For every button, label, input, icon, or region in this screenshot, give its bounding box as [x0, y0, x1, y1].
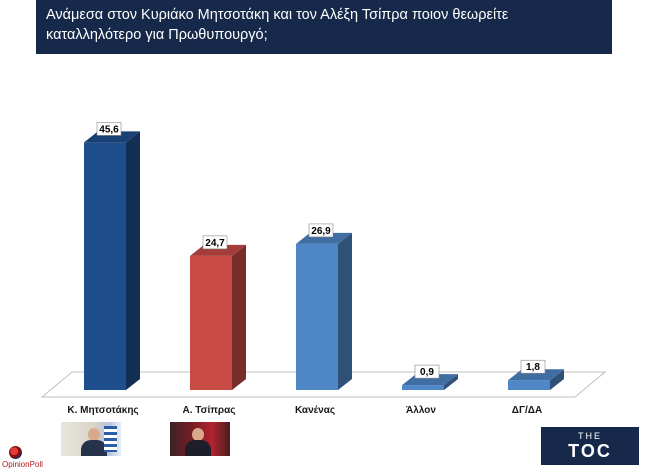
bar-side	[338, 232, 352, 390]
toc-logo: THE TOC	[541, 427, 639, 465]
bars-group: 45,6 24,7 26,9 0,9 1,8	[84, 122, 564, 390]
opinionpoll-logo: OpinionPoll	[2, 446, 62, 470]
data-label-5: 1,8	[520, 359, 546, 374]
bar-side	[126, 131, 140, 390]
data-label-text: 0,9	[420, 367, 434, 378]
data-label-2: 24,7	[202, 235, 228, 250]
data-label-text: 24,7	[205, 238, 225, 249]
bar-front	[296, 243, 338, 390]
category-label-2: Α. Τσίπρας	[183, 405, 236, 416]
bar-front	[402, 385, 444, 390]
category-label-5: ΔΓ/ΔΑ	[512, 405, 542, 416]
toc-logo-main: TOC	[568, 441, 612, 461]
toc-logo-the: THE	[578, 431, 602, 441]
photo-mitsotakis	[61, 422, 121, 456]
bar-1	[84, 131, 140, 390]
bar-3	[296, 232, 352, 390]
data-label-text: 1,8	[526, 362, 540, 373]
bar-side	[232, 244, 246, 390]
data-label-box	[520, 359, 546, 374]
bar-2	[190, 244, 246, 390]
data-label-text: 45,6	[99, 124, 119, 135]
data-label-4: 0,9	[414, 364, 440, 379]
data-label-box	[414, 364, 440, 379]
data-label-box	[96, 122, 122, 136]
bar-side	[550, 369, 564, 390]
photo-tsipras	[170, 422, 230, 456]
data-label-1: 45,6	[96, 122, 122, 136]
bar-front	[84, 142, 126, 390]
data-label-box	[308, 223, 334, 238]
category-label-3: Κανένας	[295, 405, 335, 416]
category-label-4: Άλλον	[406, 405, 436, 416]
bar-front	[190, 255, 232, 390]
data-label-box	[202, 235, 228, 250]
category-label-1: Κ. Μητσοτάκης	[67, 405, 138, 416]
data-label-3: 26,9	[308, 223, 334, 238]
chart-title: Ανάμεσα στον Κυριάκο Μητσοτάκη και τον Α…	[36, 0, 612, 54]
data-label-text: 26,9	[311, 226, 331, 237]
opinionpoll-icon	[9, 446, 22, 459]
opinionpoll-label: OpinionPoll	[2, 460, 43, 469]
category-labels: Κ. Μητσοτάκης Α. Τσίπρας Κανένας Άλλον ΔΓ/ΔΑ	[67, 405, 542, 416]
bar-side	[444, 374, 458, 390]
bar-front	[508, 380, 550, 390]
